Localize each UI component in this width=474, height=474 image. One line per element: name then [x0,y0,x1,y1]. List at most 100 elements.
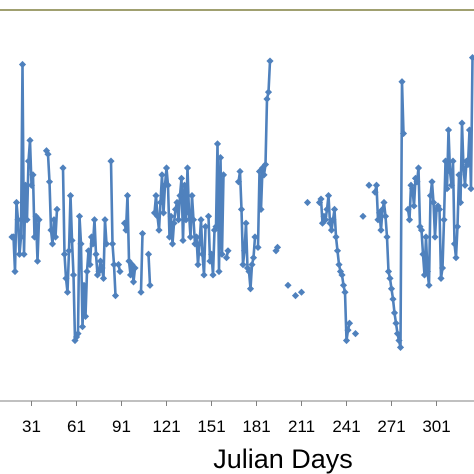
data-point [30,233,39,241]
data-point [62,274,70,282]
data-point [384,267,393,276]
data-point [26,136,34,144]
data-point [102,240,111,248]
data-point [77,240,85,248]
data-point [192,233,201,241]
data-point [195,240,204,248]
data-point [114,261,123,269]
series-line-segment [147,254,152,286]
data-point [186,233,195,241]
data-point [381,212,390,220]
data-point [327,226,336,234]
data-point [92,250,100,258]
data-point [441,157,450,165]
data-point [468,54,474,62]
data-point [393,330,402,338]
x-tick-label: 241 [332,417,360,436]
data-point [47,226,55,234]
data-point [138,229,147,238]
data-point [212,223,220,231]
data-point [323,205,331,213]
data-point [303,198,312,207]
data-point [317,195,325,203]
data-point [155,226,163,234]
data-point [51,233,60,241]
data-point [146,281,154,289]
data-point [395,336,403,345]
data-point [120,219,129,227]
data-point [236,167,244,176]
data-point [449,157,457,165]
data-point [44,150,52,158]
data-point [342,336,351,345]
data-point [405,216,414,224]
data-point [83,267,91,276]
data-point [452,254,460,262]
data-point [261,160,270,169]
data-point [450,240,459,248]
data-point [443,185,451,193]
data-point [404,205,412,213]
x-axis-ticks: 31 61 91 121 151 181 211 241 271 301 [22,401,451,436]
data-point [386,274,394,282]
data-point [35,216,43,224]
data-point [422,233,430,241]
x-tick-label: 181 [242,417,270,436]
data-point [93,271,102,279]
data-point [78,323,87,331]
data-point [90,216,99,224]
data-point [335,261,343,269]
data-point [396,343,405,351]
data-point [234,178,243,186]
data-point [266,57,274,65]
data-point [189,216,198,224]
data-point [158,171,166,179]
data-point [464,160,472,169]
data-point [378,205,387,213]
data-point [297,288,306,296]
data-point [68,236,76,245]
data-point [201,223,210,231]
x-tick-label: 301 [422,417,450,436]
data-point [110,261,118,269]
data-point [183,164,192,172]
data-point [207,250,216,258]
data-point [165,233,174,241]
data-point [380,198,388,207]
data-point [191,240,199,248]
data-point [248,261,256,269]
data-point [14,216,22,224]
data-point [162,164,171,172]
data-point [21,181,30,189]
data-point [24,157,33,165]
x-tick-label: 151 [197,417,225,436]
data-point [413,178,421,186]
data-point [137,288,145,296]
data-point [417,226,426,234]
data-point [224,247,232,255]
data-point [218,250,226,258]
data-point [156,198,165,207]
data-point [390,309,399,317]
data-point [387,285,396,293]
data-point [458,119,466,127]
data-point [152,192,160,200]
data-point [170,219,178,227]
data-point [197,216,205,224]
data-point [75,212,84,220]
data-point [53,205,61,213]
data-point [177,174,186,182]
data-point [324,192,333,200]
data-point [291,292,300,300]
data-point [216,154,225,162]
data-point [45,178,54,186]
x-tick-label: 31 [22,417,41,436]
data-point [222,254,231,262]
data-point [359,212,367,220]
data-point [245,267,253,276]
data-point [206,257,214,265]
data-point [179,236,187,245]
data-point [431,233,439,241]
data-point [48,240,57,248]
data-point [321,216,330,224]
